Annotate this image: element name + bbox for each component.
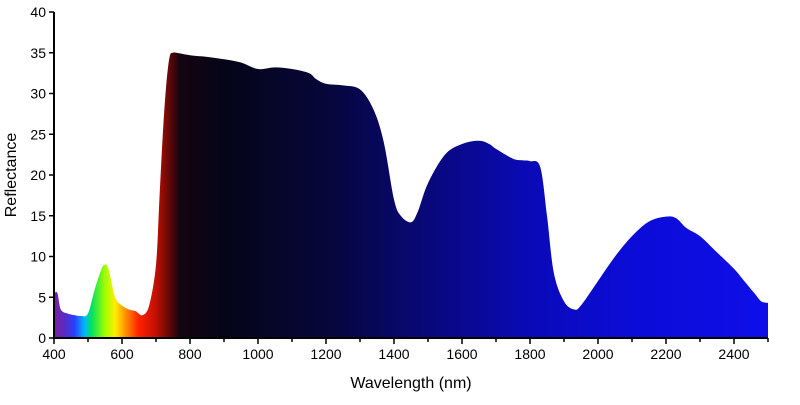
y-tick-label: 25 xyxy=(30,126,46,142)
y-tick-label: 5 xyxy=(38,289,46,305)
x-tick-label: 2200 xyxy=(650,346,681,362)
y-tick-label: 20 xyxy=(30,167,46,183)
axes: 0 5 10 15 20 25 30 35 40 400 600 800 1000 1200 1400 16… xyxy=(30,4,769,362)
x-tick-label: 1000 xyxy=(242,346,273,362)
y-axis-title: Reflectance xyxy=(3,133,20,218)
x-tick-label: 400 xyxy=(42,346,66,362)
x-ticks: 400 600 800 1000 1200 1400 1600 1800 2000 2200 240… xyxy=(42,338,769,362)
x-tick-label: 1600 xyxy=(446,346,477,362)
y-tick-label: 0 xyxy=(38,330,46,346)
x-axis-title: Wavelength (nm) xyxy=(350,375,471,392)
x-tick-label: 1200 xyxy=(310,346,341,362)
y-ticks: 0 5 10 15 20 25 30 35 40 xyxy=(30,4,54,346)
x-tick-label: 2000 xyxy=(582,346,613,362)
x-tick-label: 1800 xyxy=(514,346,545,362)
x-tick-label: 800 xyxy=(178,346,202,362)
y-tick-label: 35 xyxy=(30,45,46,61)
y-tick-label: 40 xyxy=(30,4,46,20)
x-tick-label: 1400 xyxy=(378,346,409,362)
x-tick-label: 2400 xyxy=(718,346,749,362)
x-tick-label: 600 xyxy=(110,346,134,362)
y-tick-label: 30 xyxy=(30,86,46,102)
y-tick-label: 10 xyxy=(30,249,46,265)
spectrum-area xyxy=(54,52,768,339)
y-tick-label: 15 xyxy=(30,208,46,224)
